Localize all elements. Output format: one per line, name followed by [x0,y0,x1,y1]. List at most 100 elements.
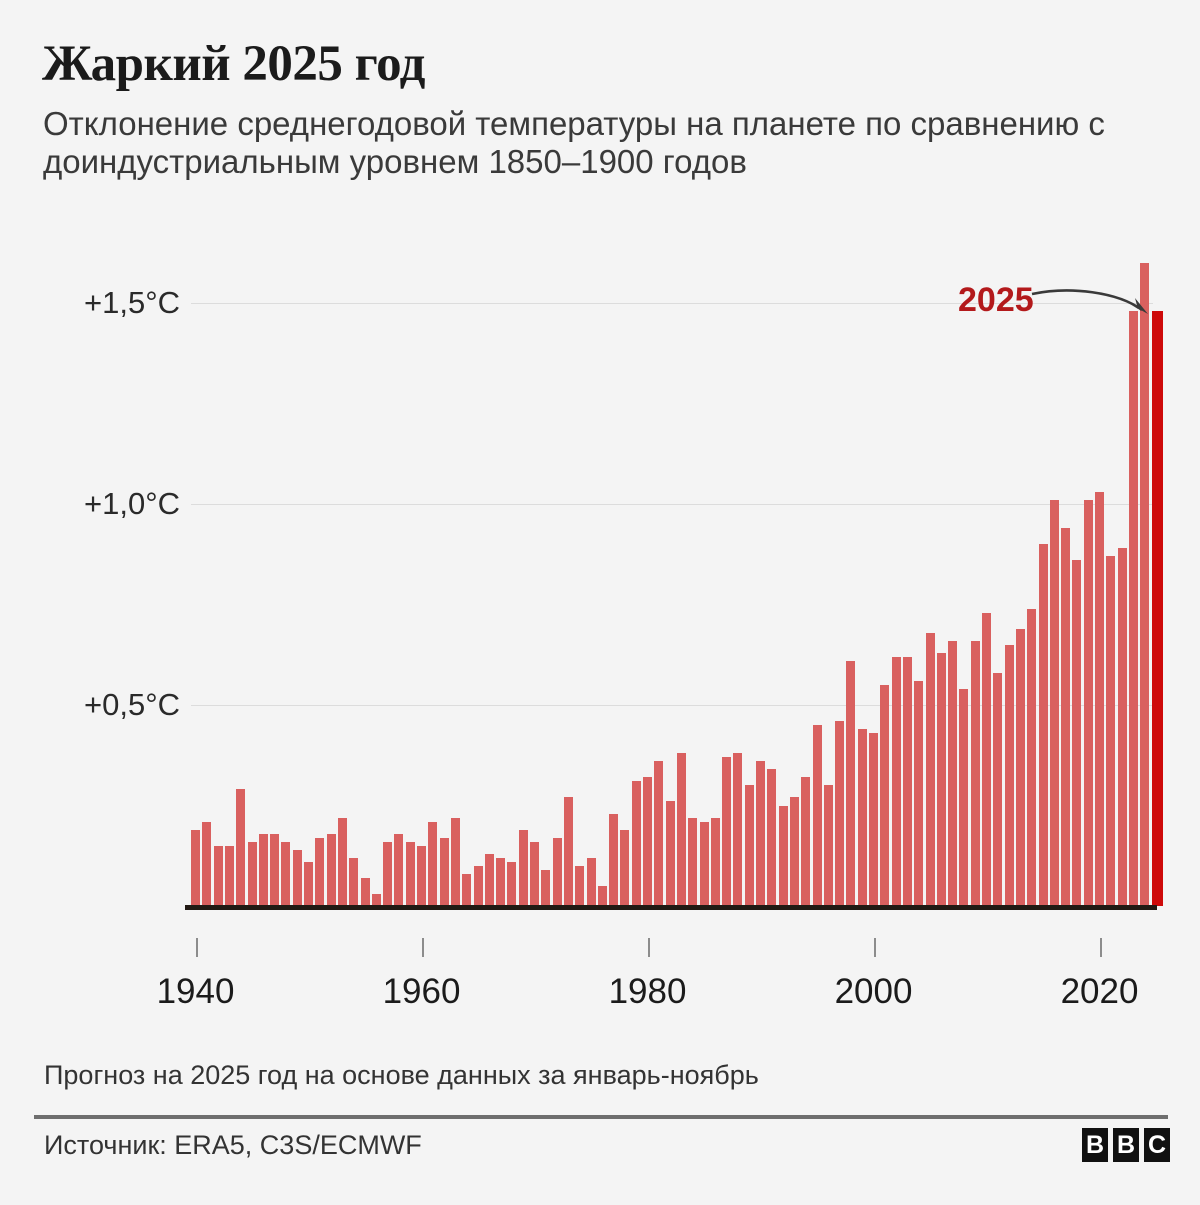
chart-footnote: Прогноз на 2025 год на основе данных за … [44,1060,759,1090]
bar [993,672,1003,906]
bar [597,885,607,906]
bbc-logo-letter: B [1113,1128,1139,1162]
bar [258,833,268,906]
bar [1015,628,1025,906]
gridline [191,504,1153,505]
bar [518,829,528,906]
bar [936,652,946,906]
bar [315,837,325,906]
bar [643,777,652,906]
bar [484,853,494,906]
bar [1004,644,1014,906]
bar [575,865,585,906]
y-axis-tick-label: +1,0°C [84,486,180,521]
bar [846,660,856,906]
bar [835,721,845,906]
bar [801,777,811,906]
bar [778,805,788,906]
bar [1038,544,1048,906]
bar [1106,556,1116,906]
bar [982,612,991,906]
x-axis-tick [195,938,198,957]
bar [383,841,393,906]
bar [948,640,958,906]
bar [405,841,415,906]
bar [450,817,460,906]
bar [1095,491,1104,906]
bar [586,857,596,906]
bar [1049,499,1059,906]
bar [676,753,686,906]
footer-divider [34,1115,1168,1119]
curved-arrow-icon [1031,289,1148,314]
bar [925,632,935,906]
bar [823,785,833,906]
bar [507,861,517,906]
bar [304,861,313,906]
bar [620,829,630,906]
bar [970,640,980,906]
bar [1117,548,1127,906]
bbc-logo-letter: C [1144,1128,1170,1162]
x-axis-tick [421,938,424,957]
bar [710,817,720,906]
bar [326,833,336,906]
bar [722,757,732,906]
bar [462,873,472,906]
axis-baseline [185,905,1157,910]
bar [270,833,280,906]
page-title: Жаркий 2025 год [42,36,425,92]
bar [654,761,664,906]
bar [733,753,743,906]
bar [541,869,551,906]
bar [428,821,438,906]
page-subtitle: Отклонение среднегодовой температуры на … [43,105,1105,180]
bar [789,797,799,906]
bar [631,781,641,906]
bar [812,725,822,906]
bar [563,797,573,906]
bar [292,849,302,906]
y-axis-tick-label: +1,5°C [84,285,180,320]
bar [236,789,246,906]
bar [1061,528,1071,906]
bar [530,841,539,906]
x-axis-tick-label: 2000 [834,972,913,1011]
bar [202,821,212,906]
bar [224,845,234,906]
bar [394,833,404,906]
bar [281,841,291,906]
bar [857,729,867,906]
bar [959,688,969,906]
x-axis-tick [1099,938,1102,957]
bar [191,829,200,906]
bar [337,817,347,906]
bar [869,733,878,906]
bar [756,761,765,906]
bar [417,845,426,906]
bar [496,857,506,906]
x-axis-tick-label: 1940 [156,972,235,1011]
bar [699,821,709,906]
annotation-label-2025: 2025 [958,281,1034,320]
x-axis-tick-label: 1980 [608,972,687,1011]
bar [213,845,223,906]
bbc-logo-letter: B [1082,1128,1108,1162]
bar [1027,608,1037,906]
bar [688,817,698,906]
bar [349,857,359,906]
x-axis-tick [873,938,876,957]
bar [914,680,924,906]
bar [1083,499,1093,906]
bar [891,656,901,906]
bar [473,865,483,906]
x-axis-tick-label: 2020 [1060,972,1139,1011]
bar [665,801,675,906]
bar [1140,262,1150,906]
x-axis-tick [647,938,650,957]
bar [552,837,562,906]
bar [902,656,912,906]
chart-source: Источник: ERA5, C3S/ECMWF [44,1130,422,1160]
bar [1151,311,1163,906]
bar [880,684,890,906]
